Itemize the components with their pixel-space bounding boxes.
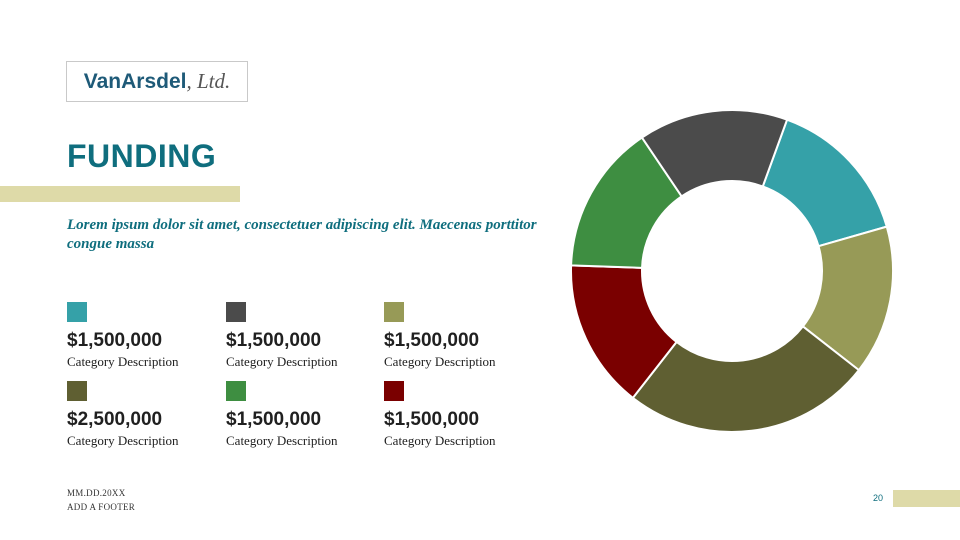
stat-card: $1,500,000 Category Description [384, 381, 534, 449]
stat-swatch [67, 381, 87, 401]
stat-swatch [226, 302, 246, 322]
stat-label: Category Description [226, 433, 338, 448]
footer-date: MM.DD.20XX [67, 488, 126, 498]
donut-slice-5 [640, 109, 789, 198]
stat-value: $1,500,000 [67, 330, 163, 351]
stat-card: $1,500,000 Category Description [67, 302, 217, 370]
title-accent-bar [0, 186, 240, 202]
footer-text: ADD A FOOTER [67, 502, 136, 512]
stat-swatch [384, 302, 404, 322]
donut-slice-2 [631, 325, 861, 433]
logo-suffix: , Ltd. [186, 69, 231, 93]
stat-label: Category Description [67, 354, 179, 369]
page-number: 20 [872, 493, 883, 503]
stat-value: $1,500,000 [226, 330, 322, 351]
stat-swatch [384, 381, 404, 401]
stat-label: Category Description [67, 433, 179, 448]
stat-card: $2,500,000 Category Description [67, 381, 217, 449]
stat-value: $2,500,000 [67, 409, 163, 430]
stat-card: $1,500,000 Category Description [226, 381, 376, 449]
page-title: FUNDING [67, 138, 217, 174]
donut-slice-0 [761, 118, 889, 248]
subtitle: Lorem ipsum dolor sit amet, consectetuer… [67, 217, 537, 252]
stat-label: Category Description [384, 433, 496, 448]
stat-swatch [226, 381, 246, 401]
stat-label: Category Description [226, 354, 338, 369]
stat-swatch [67, 302, 87, 322]
stat-label: Category Description [384, 354, 496, 369]
stat-card: $1,500,000 Category Description [384, 302, 534, 370]
stat-value: $1,500,000 [226, 409, 322, 430]
stat-value: $1,500,000 [384, 330, 480, 351]
stat-card: $1,500,000 Category Description [226, 302, 376, 370]
page-accent-bar [893, 490, 960, 507]
footer: MM.DD.20XX ADD A FOOTER [67, 486, 135, 514]
funding-donut-chart [570, 109, 894, 433]
company-logo: VanArsdel, Ltd. [66, 61, 248, 102]
logo-brand: VanArsdel [83, 69, 187, 93]
stat-value: $1,500,000 [384, 409, 480, 430]
